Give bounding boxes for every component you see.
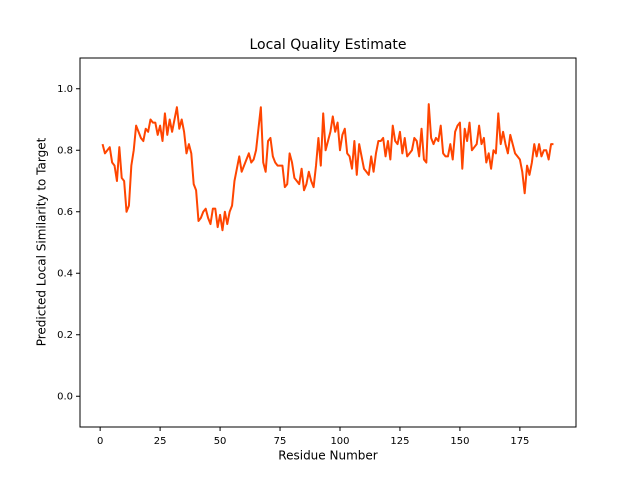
y-tick-label: 0.2 [57, 330, 73, 341]
line [101, 103, 554, 232]
y-tick-label: 0.4 [57, 268, 73, 279]
x-tick-label: 125 [390, 436, 409, 447]
y-tick-label: 1.0 [57, 84, 73, 95]
x-tick-label: 75 [274, 436, 287, 447]
x-axis-label: Residue Number [278, 449, 377, 463]
x-tick-label: 150 [450, 436, 469, 447]
plot-frame [79, 57, 577, 428]
x-tick-label: 175 [510, 436, 529, 447]
x-tick-label: 25 [154, 436, 167, 447]
y-axis-label: Predicted Local Similarity to Target [35, 137, 49, 346]
x-tick-label: 0 [97, 436, 103, 447]
y-tick-label: 0.0 [57, 391, 73, 402]
x-tick-label: 50 [214, 436, 227, 447]
y-tick-label: 0.6 [57, 207, 73, 218]
chart-title: Local Quality Estimate [249, 37, 406, 53]
y-tick-label: 0.8 [57, 145, 73, 156]
x-tick-label: 100 [330, 436, 349, 447]
